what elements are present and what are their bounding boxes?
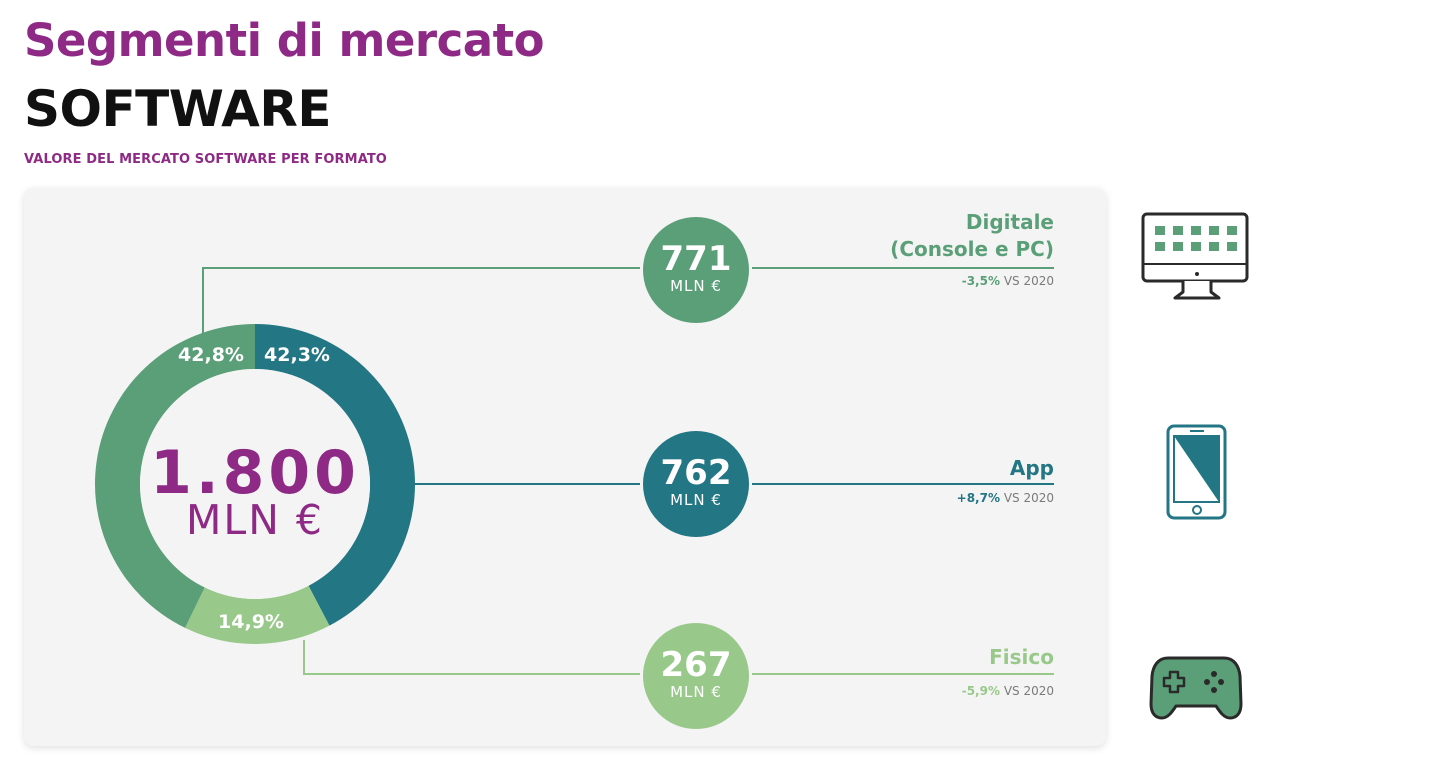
segment-name-fisico: Fisico: [989, 645, 1054, 669]
segment-name-digitale: Digitale (Console e PC): [890, 209, 1054, 263]
change-value-fisico: -5,9%: [961, 684, 1000, 698]
change-suffix-digitale: VS 2020: [1003, 274, 1054, 288]
donut-slice-0: [255, 324, 415, 626]
change-suffix-app: VS 2020: [1003, 491, 1054, 505]
change-fisico: -5,9% VS 2020: [962, 684, 1054, 698]
pct-label-app: 42,3%: [264, 344, 330, 366]
pct-label-fisico: 14,9%: [218, 611, 284, 633]
connector-lines: [202, 267, 1054, 675]
change-digitale: -3,5% VS 2020: [962, 274, 1054, 288]
value-fisico: 267: [660, 645, 732, 685]
pct-label-digitale: 42,8%: [178, 344, 244, 366]
segment-name-digitale-line1: Digitale: [965, 210, 1054, 234]
chart-caption: VALORE DEL MERCATO SOFTWARE PER FORMATO: [24, 152, 387, 167]
connector-digitale: [202, 267, 640, 333]
unit-app: MLN €: [670, 491, 722, 509]
change-suffix-fisico: VS 2020: [1003, 684, 1054, 698]
change-value-app: +8,7%: [956, 491, 1000, 505]
change-app: +8,7% VS 2020: [957, 491, 1054, 505]
value-digitale: 771: [660, 239, 732, 279]
donut-slice-2: [94, 324, 255, 628]
total-unit: MLN €: [185, 496, 324, 544]
segment-name-digitale-line2: (Console e PC): [890, 237, 1054, 261]
value-bubble-app: 762 MLN €: [643, 431, 749, 537]
smartphone-icon: [1166, 424, 1227, 520]
gamepad-icon: [1149, 656, 1243, 720]
value-bubble-fisico: 267 MLN €: [643, 623, 749, 729]
donut-slices: [94, 324, 415, 644]
connector-fisico: [303, 640, 640, 675]
value-bubble-digitale: 771 MLN €: [643, 217, 749, 323]
desktop-monitor-icon: [1141, 212, 1249, 300]
page-title: Segmenti di mercato: [24, 14, 545, 67]
total-value: 1.800: [150, 438, 360, 508]
donut-slice-1: [185, 585, 330, 644]
change-value-digitale: -3,5%: [961, 274, 1000, 288]
value-app: 762: [660, 453, 732, 493]
donut-hole: [140, 369, 370, 599]
segment-name-app: App: [1009, 456, 1054, 480]
unit-fisico: MLN €: [670, 683, 722, 701]
unit-digitale: MLN €: [670, 277, 722, 295]
page-subtitle: SOFTWARE: [24, 80, 332, 138]
